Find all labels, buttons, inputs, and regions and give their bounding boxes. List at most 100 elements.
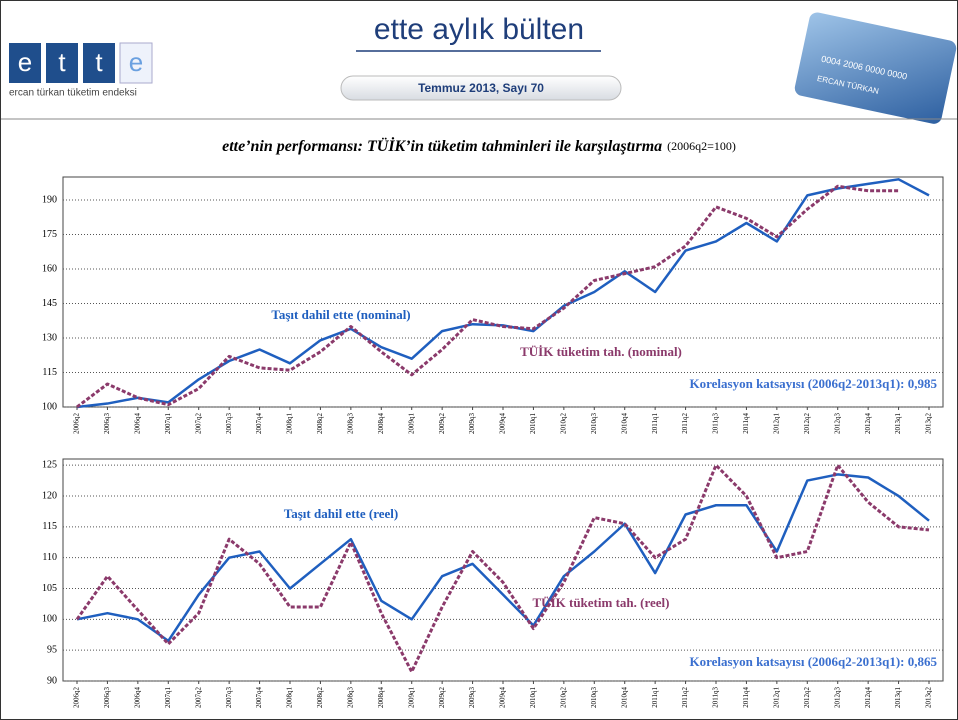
x-tick-label: 2009q2 bbox=[438, 413, 446, 435]
y-tick-label: 110 bbox=[42, 552, 57, 563]
y-tick-label: 145 bbox=[42, 298, 57, 309]
x-tick-label: 2013q1 bbox=[894, 687, 902, 709]
logo-box bbox=[46, 43, 78, 83]
x-tick-label: 2010q2 bbox=[559, 413, 567, 435]
series-line bbox=[76, 184, 899, 409]
y-tick-label: 115 bbox=[42, 367, 57, 378]
x-tick-label: 2009q4 bbox=[499, 413, 507, 435]
correlation-note: Korelasyon katsayısı (2006q2-2013q1): 0,… bbox=[690, 654, 938, 669]
x-tick-label: 2009q3 bbox=[468, 413, 476, 435]
x-tick-label: 2013q2 bbox=[925, 687, 933, 709]
x-tick-label: 2008q4 bbox=[377, 413, 385, 435]
x-tick-label: 2009q1 bbox=[407, 687, 415, 709]
y-tick-label: 90 bbox=[47, 675, 57, 686]
x-tick-label: 2006q2 bbox=[73, 413, 81, 435]
x-tick-label: 2012q3 bbox=[833, 687, 841, 709]
x-tick-label: 2007q1 bbox=[164, 687, 172, 709]
x-tick-label: 2012q1 bbox=[772, 687, 780, 709]
logo-letter: e bbox=[18, 47, 32, 77]
x-tick-label: 2007q3 bbox=[225, 687, 233, 709]
x-tick-label: 2007q2 bbox=[194, 413, 202, 435]
logo-box bbox=[9, 43, 41, 83]
logo-box bbox=[119, 42, 153, 84]
x-tick-label: 2010q1 bbox=[529, 413, 537, 435]
x-tick-label: 2011q4 bbox=[742, 413, 750, 434]
x-tick-label: 2009q4 bbox=[499, 687, 507, 709]
x-tick-label: 2012q4 bbox=[864, 687, 872, 709]
x-tick-label: 2011q2 bbox=[681, 687, 689, 708]
x-tick-label: 2011q1 bbox=[651, 413, 659, 434]
figure-note: (2006q2=100) bbox=[667, 139, 736, 153]
x-tick-label: 2011q4 bbox=[742, 687, 750, 708]
x-tick-label: 2012q3 bbox=[833, 413, 841, 435]
y-tick-label: 105 bbox=[42, 583, 57, 594]
bulletin-title: ette aylık bülten bbox=[374, 13, 584, 46]
correlation-note: Korelasyon katsayısı (2006q2-2013q1): 0,… bbox=[690, 376, 938, 391]
x-tick-label: 2013q2 bbox=[925, 413, 933, 435]
x-tick-label: 2007q4 bbox=[255, 687, 263, 709]
logo-letter: t bbox=[95, 47, 103, 77]
x-tick-label: 2010q3 bbox=[590, 687, 598, 709]
y-tick-label: 125 bbox=[42, 459, 57, 470]
x-tick-label: 2009q3 bbox=[468, 687, 476, 709]
x-tick-label: 2007q1 bbox=[164, 413, 172, 435]
logo-letter: e bbox=[129, 47, 143, 77]
logo-box bbox=[83, 43, 115, 83]
x-tick-label: 2011q2 bbox=[681, 413, 689, 434]
series-line bbox=[76, 473, 930, 643]
logo-letter: t bbox=[58, 47, 66, 77]
x-tick-label: 2013q1 bbox=[894, 413, 902, 435]
x-tick-label: 2010q2 bbox=[559, 687, 567, 709]
x-tick-label: 2009q1 bbox=[407, 413, 415, 435]
x-tick-label: 2006q3 bbox=[103, 687, 111, 709]
series-label: Taşıt dahil ette (nominal) bbox=[271, 307, 410, 322]
plot-frame bbox=[62, 458, 944, 682]
y-tick-label: 190 bbox=[42, 194, 57, 205]
figure-title: ette’nin performansı: TÜİK’in tüketim ta… bbox=[222, 136, 736, 155]
x-tick-label: 2012q2 bbox=[803, 687, 811, 709]
card-image bbox=[794, 12, 957, 124]
x-tick-label: 2008q3 bbox=[346, 413, 354, 435]
x-tick-label: 2010q4 bbox=[620, 687, 628, 709]
x-tick-label: 2012q4 bbox=[864, 413, 872, 435]
x-tick-label: 2008q1 bbox=[286, 687, 294, 709]
x-tick-label: 2011q1 bbox=[651, 687, 659, 708]
x-tick-label: 2010q1 bbox=[529, 687, 537, 709]
x-tick-label: 2008q3 bbox=[346, 687, 354, 709]
x-tick-label: 2012q2 bbox=[803, 413, 811, 435]
y-tick-label: 115 bbox=[42, 521, 57, 532]
x-tick-label: 2008q4 bbox=[377, 687, 385, 709]
x-tick-label: 2010q4 bbox=[620, 413, 628, 435]
figure-title-main: ette’nin performansı: TÜİK’in tüketim ta… bbox=[222, 136, 662, 155]
y-tick-label: 100 bbox=[42, 614, 57, 625]
logo-caption: ercan türkan tüketim endeksi bbox=[9, 88, 137, 99]
x-tick-label: 2012q1 bbox=[772, 413, 780, 435]
x-tick-label: 2006q3 bbox=[103, 413, 111, 435]
y-tick-label: 130 bbox=[42, 332, 57, 343]
x-tick-label: 2008q1 bbox=[286, 413, 294, 435]
x-tick-label: 2006q4 bbox=[133, 687, 141, 709]
x-tick-label: 2007q2 bbox=[194, 687, 202, 709]
y-tick-label: 175 bbox=[42, 229, 57, 240]
x-tick-label: 2006q2 bbox=[73, 687, 81, 709]
x-tick-label: 2007q4 bbox=[255, 413, 263, 435]
y-tick-label: 160 bbox=[42, 263, 57, 274]
x-tick-label: 2007q3 bbox=[225, 413, 233, 435]
x-tick-label: 2011q3 bbox=[712, 687, 720, 708]
y-tick-label: 95 bbox=[47, 644, 57, 655]
series-label: TÜİK tüketim tah. (reel) bbox=[533, 595, 670, 610]
y-tick-label: 100 bbox=[42, 401, 57, 412]
x-tick-label: 2006q4 bbox=[133, 413, 141, 435]
y-tick-label: 120 bbox=[42, 490, 57, 501]
series-label: TÜİK tüketim tah. (nominal) bbox=[520, 344, 682, 359]
x-tick-label: 2008q2 bbox=[316, 413, 324, 435]
issue: Temmuz 2013, Sayı 70 bbox=[418, 81, 544, 95]
series-line bbox=[75, 463, 930, 674]
series-label: Taşıt dahil ette (reel) bbox=[284, 506, 398, 521]
issue-badge bbox=[340, 75, 622, 101]
x-tick-label: 2008q2 bbox=[316, 687, 324, 709]
x-tick-label: 2011q3 bbox=[712, 413, 720, 434]
x-tick-label: 2009q2 bbox=[438, 687, 446, 709]
